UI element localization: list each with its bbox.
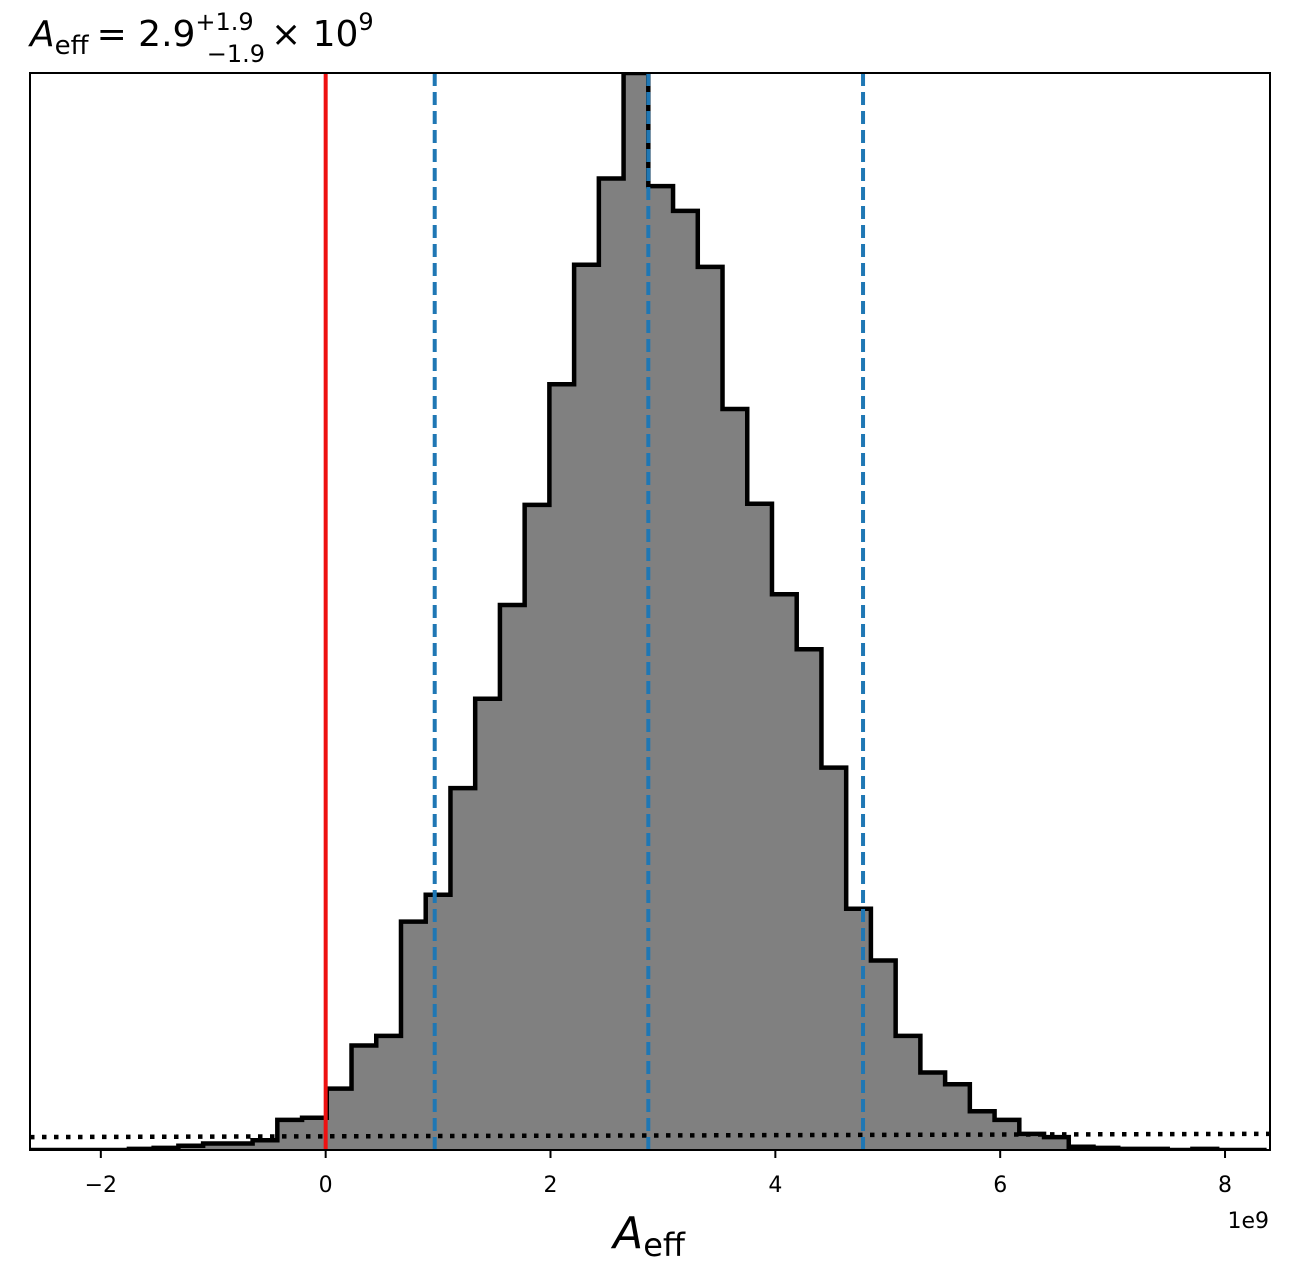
- title-exponent: 9: [358, 8, 373, 36]
- histogram-bar: [648, 186, 674, 1150]
- histogram-bar: [326, 1088, 353, 1150]
- histogram-bar: [499, 605, 526, 1150]
- title-lower-error: −1.9: [207, 40, 265, 68]
- histogram-bar: [673, 210, 699, 1150]
- axes-frame: [29, 72, 1271, 1151]
- histogram-outline: [30, 73, 1267, 1150]
- histogram-bar: [425, 894, 451, 1150]
- x-tick-label: −2: [85, 1173, 117, 1198]
- histogram-bar: [227, 1143, 254, 1150]
- histogram-bar: [549, 384, 575, 1150]
- plot-clip-group: [30, 73, 1270, 1150]
- histogram-bar: [302, 1117, 328, 1150]
- x-tick-label: 0: [319, 1173, 333, 1198]
- x-tick-label: 2: [544, 1173, 558, 1198]
- x-tick-label: 8: [1218, 1173, 1232, 1198]
- histogram-bar: [450, 788, 476, 1150]
- title-upper-error: +1.9: [195, 8, 253, 36]
- histogram-bars: [128, 73, 1218, 1150]
- x-axis-offset-text: 1e9: [1227, 1209, 1269, 1234]
- x-axis-label-subscript: eff: [643, 1226, 686, 1264]
- x-axis-label: Aeff: [610, 1208, 686, 1264]
- histogram-bar: [1019, 1133, 1045, 1150]
- title-symbol: A: [28, 14, 55, 55]
- histogram-bar: [574, 264, 600, 1150]
- histogram-bar: [895, 1035, 921, 1150]
- histogram-bar: [203, 1143, 229, 1150]
- histogram-bar: [400, 921, 427, 1150]
- title-symbol-subscript: eff: [55, 31, 90, 61]
- histogram-bar: [623, 73, 649, 1150]
- histogram-bar: [697, 266, 724, 1150]
- histogram-bar: [524, 504, 550, 1150]
- histogram-bar: [821, 767, 847, 1150]
- title-multiplier: × 10: [271, 14, 358, 55]
- histogram-bar: [846, 908, 872, 1150]
- histogram-bar: [252, 1140, 278, 1150]
- histogram-bar: [969, 1111, 996, 1150]
- histogram-bar: [747, 503, 773, 1150]
- plot-area: −2 0 2 4 6 8: [29, 72, 1271, 1198]
- x-tick-label: 6: [993, 1173, 1007, 1198]
- histogram-bar: [376, 1035, 402, 1150]
- histogram-bar: [351, 1045, 377, 1150]
- histogram-bar: [945, 1084, 971, 1150]
- histogram-bar: [475, 698, 501, 1150]
- histogram-bar: [771, 594, 798, 1150]
- histogram-bar: [870, 960, 897, 1150]
- title-value: = 2.9: [97, 14, 196, 55]
- x-axis-label-symbol: A: [610, 1208, 643, 1259]
- histogram-bar: [920, 1072, 946, 1150]
- histogram-bar: [1044, 1137, 1070, 1150]
- prior-dotted-line: [30, 1131, 1270, 1140]
- histogram-bar: [598, 178, 625, 1150]
- histogram-bar: [796, 649, 822, 1150]
- histogram-bar: [722, 409, 748, 1150]
- chart-title: Aeff = 2.9+1.9 −1.9 × 109: [28, 8, 374, 68]
- x-tick-label: 4: [768, 1173, 782, 1198]
- histogram-bar: [277, 1119, 303, 1150]
